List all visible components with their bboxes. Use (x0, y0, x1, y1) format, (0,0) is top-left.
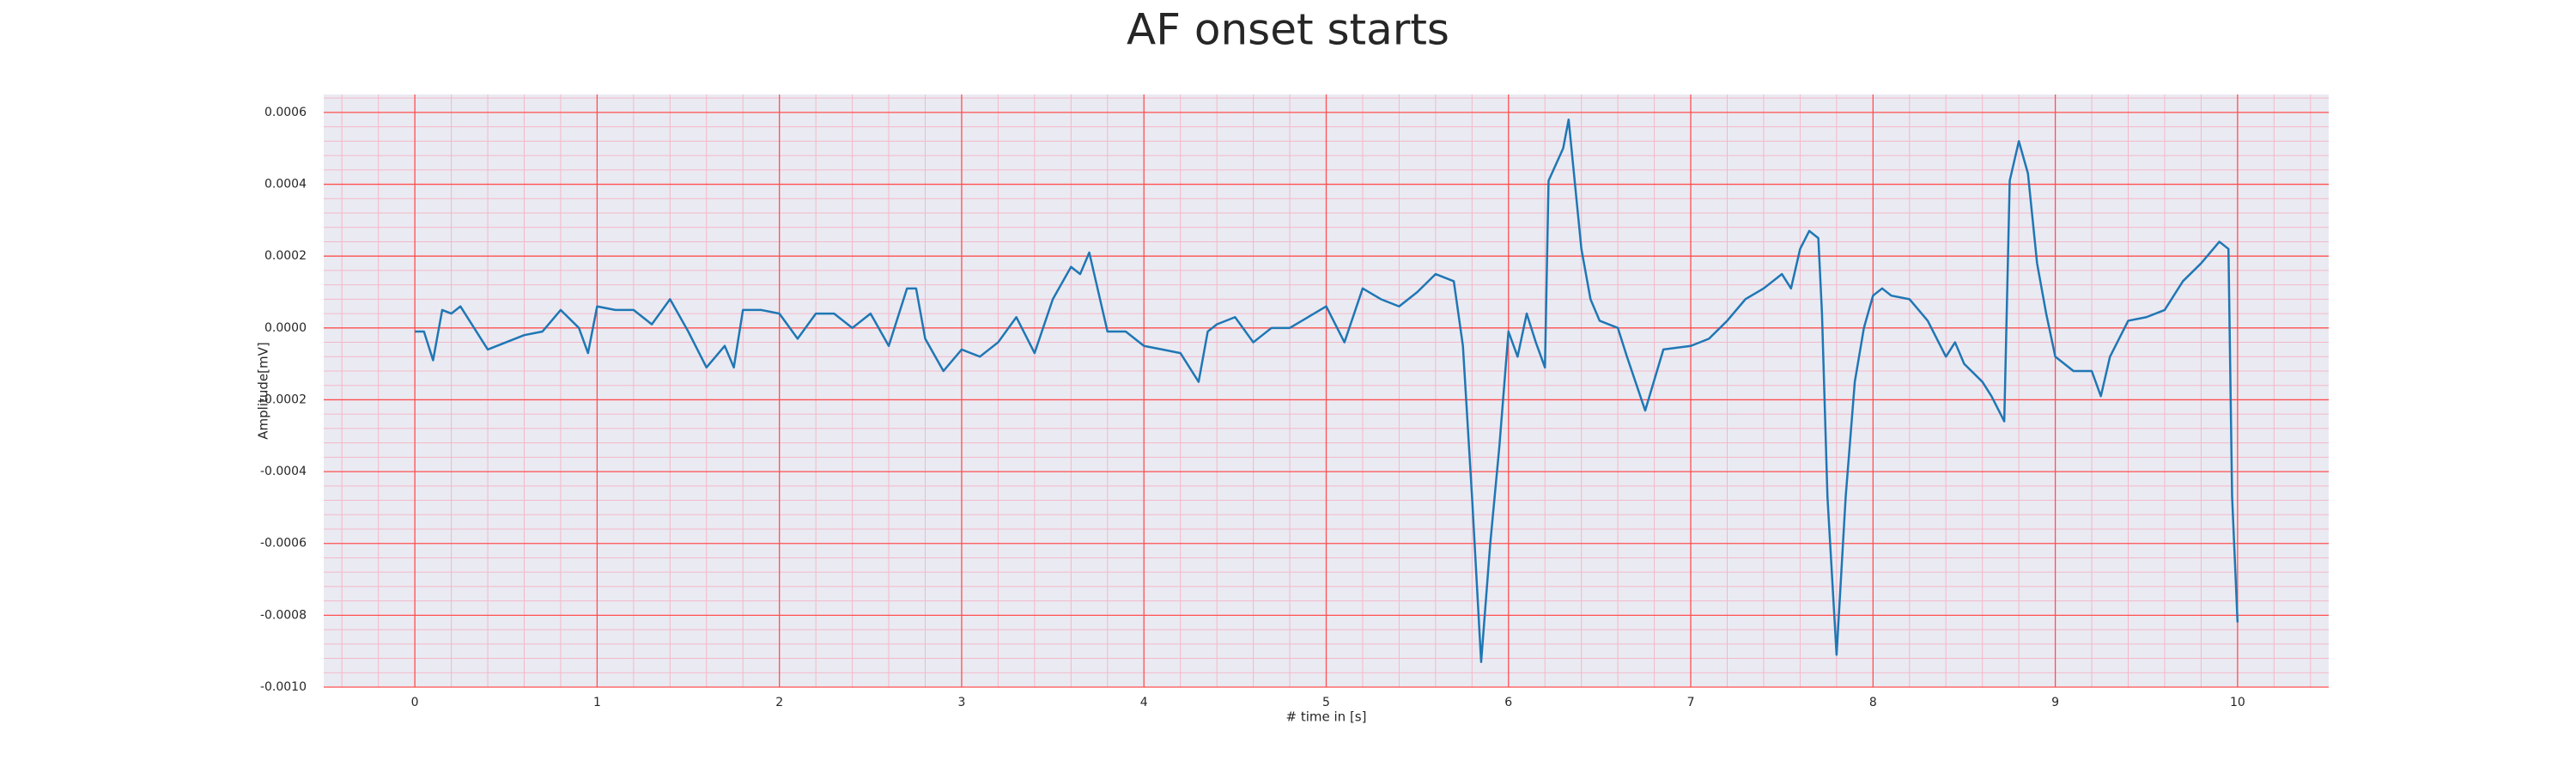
x-axis-label: # time in [s] (1286, 709, 1367, 725)
y-tick-label: 0.0006 (264, 106, 307, 119)
x-tick-label: 0 (411, 696, 419, 709)
y-tick-label: -0.0010 (260, 680, 307, 694)
y-tick-label: -0.0002 (260, 393, 307, 406)
x-tick-label: 5 (1322, 696, 1330, 709)
x-tick-label: 9 (2051, 696, 2059, 709)
x-tick-label: 10 (2230, 696, 2245, 709)
y-tick-label: 0.0004 (264, 178, 307, 192)
x-tick-label: 2 (775, 696, 783, 709)
x-tick-label: 8 (1869, 696, 1877, 709)
chart-title: AF onset starts (1127, 5, 1449, 55)
x-tick-label: 6 (1504, 696, 1512, 709)
y-tick-label: -0.0004 (260, 465, 307, 478)
y-tick-label: -0.0006 (260, 537, 307, 551)
y-tick-label: 0.0002 (264, 249, 307, 263)
x-tick-label: 7 (1687, 696, 1695, 709)
x-tick-label: 1 (593, 696, 601, 709)
x-tick-label: 4 (1140, 696, 1148, 709)
y-tick-label: 0.0000 (264, 321, 307, 335)
signal-line (415, 119, 2239, 663)
y-tick-label: -0.0008 (260, 608, 307, 622)
x-tick-label: 3 (957, 696, 965, 709)
y-axis-label: Amplitude[mV] (256, 342, 271, 439)
